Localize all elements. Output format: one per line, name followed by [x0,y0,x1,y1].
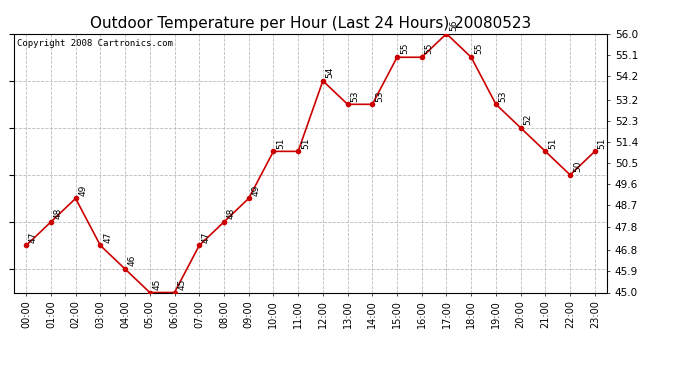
Text: 48: 48 [54,208,63,219]
Text: 51: 51 [276,137,285,148]
Text: 53: 53 [375,90,384,102]
Text: Copyright 2008 Cartronics.com: Copyright 2008 Cartronics.com [17,39,172,48]
Text: 53: 53 [351,90,359,102]
Text: 53: 53 [499,90,508,102]
Text: 47: 47 [202,231,211,243]
Text: 55: 55 [400,43,408,54]
Text: 51: 51 [598,137,607,148]
Text: 55: 55 [474,43,483,54]
Text: 51: 51 [301,137,310,148]
Text: 47: 47 [103,231,112,243]
Text: 46: 46 [128,255,137,266]
Text: 56: 56 [449,20,458,31]
Text: 55: 55 [424,43,433,54]
Text: 45: 45 [177,278,186,290]
Text: 50: 50 [573,160,582,172]
Text: 54: 54 [326,67,335,78]
Title: Outdoor Temperature per Hour (Last 24 Hours) 20080523: Outdoor Temperature per Hour (Last 24 Ho… [90,16,531,31]
Text: 49: 49 [251,184,260,196]
Text: 49: 49 [79,184,88,196]
Text: 45: 45 [152,278,161,290]
Text: 52: 52 [524,114,533,125]
Text: 47: 47 [29,231,38,243]
Text: 48: 48 [227,208,236,219]
Text: 51: 51 [548,137,557,148]
